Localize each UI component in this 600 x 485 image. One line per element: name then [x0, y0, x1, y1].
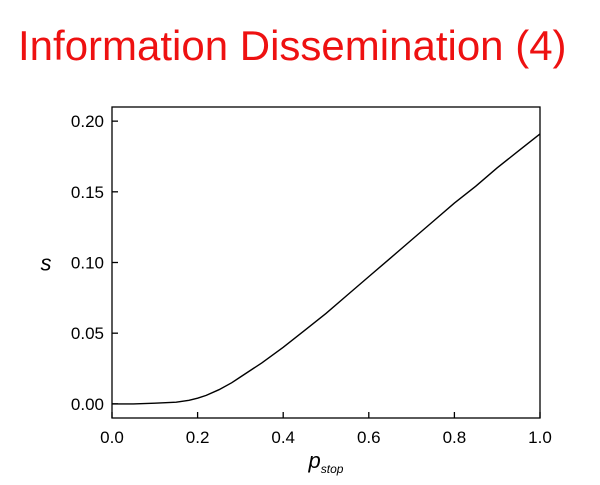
x-tick-label: 0.6 [357, 428, 381, 447]
x-tick-label: 0.8 [443, 428, 467, 447]
series-line [112, 133, 541, 405]
x-tick-label: 0.2 [186, 428, 210, 447]
y-tick-label: 0.20 [71, 112, 104, 131]
y-axis-ticks: 0.00 0.05 0.10 0.15 0.20 [71, 112, 118, 414]
x-tick-label: 0.0 [100, 428, 124, 447]
x-tick-label: 1.0 [528, 428, 552, 447]
x-axis-label-main: p [308, 448, 321, 473]
x-axis-label-subscript: stop [321, 462, 344, 476]
y-axis-label: s [41, 251, 52, 276]
y-tick-label: 0.05 [71, 324, 104, 343]
y-tick-label: 0.10 [71, 254, 104, 273]
slide-title: Information Dissemination (4) [18, 22, 567, 69]
x-axis-label: pstop [308, 448, 344, 476]
y-tick-label: 0.15 [71, 183, 104, 202]
plot-area [111, 106, 541, 419]
x-tick-label: 0.4 [271, 428, 295, 447]
plot-frame [111, 106, 541, 419]
x-axis-ticks: 0.0 0.2 0.4 0.6 0.8 1.0 [100, 412, 552, 447]
y-tick-label: 0.00 [71, 395, 104, 414]
